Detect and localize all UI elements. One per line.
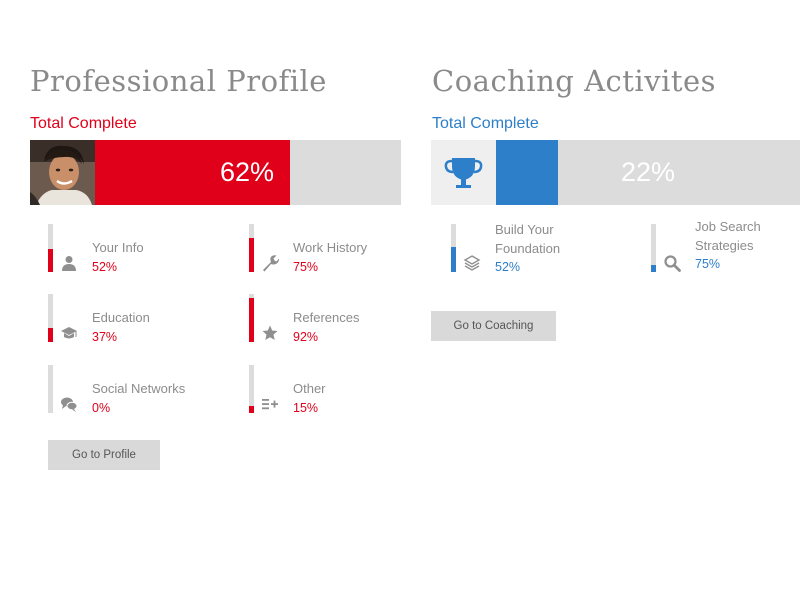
social-networks-label: Social Networks bbox=[92, 381, 186, 396]
education-progress bbox=[48, 294, 53, 342]
profile-progress-bar: 62% bbox=[30, 140, 401, 205]
profile-item-other[interactable]: Other 15% bbox=[249, 365, 439, 415]
other-label: Other bbox=[293, 381, 326, 396]
go-to-profile-button[interactable]: Go to Profile bbox=[48, 440, 160, 470]
coaching-progress-bar: 22% bbox=[431, 140, 800, 205]
profile-item-work-history[interactable]: Work History 75% bbox=[249, 224, 439, 274]
list-add-icon bbox=[262, 399, 278, 410]
references-value: 92% bbox=[293, 330, 319, 344]
profile-item-references[interactable]: References 92% bbox=[249, 294, 439, 344]
build-your-foundation-value: 52% bbox=[495, 260, 521, 274]
references-progress bbox=[249, 294, 254, 342]
education-value: 37% bbox=[92, 330, 118, 344]
build-your-foundation-label: Build Your Foundation bbox=[495, 222, 561, 256]
profile-progress-fill bbox=[95, 140, 290, 205]
coaching-progress-fill bbox=[496, 140, 558, 205]
coaching-total-complete-label: Total Complete bbox=[432, 115, 539, 132]
references-label: References bbox=[293, 310, 360, 325]
job-search-strategies-label: Job Search Strategies bbox=[695, 219, 761, 253]
star-icon bbox=[262, 325, 278, 340]
your-info-value: 52% bbox=[92, 260, 118, 274]
coaching-percent: 22% bbox=[621, 157, 676, 187]
graduation-cap-icon bbox=[61, 327, 77, 339]
your-info-progress bbox=[48, 224, 53, 272]
job-search-strategies-progress bbox=[651, 224, 656, 272]
trophy-icon bbox=[444, 158, 483, 188]
other-progress bbox=[249, 365, 254, 413]
social-networks-progress bbox=[48, 365, 53, 413]
coaching-item-build-your-foundation[interactable]: Build Your Foundation 52% bbox=[451, 222, 641, 274]
your-info-label: Your Info bbox=[92, 240, 144, 255]
other-value: 15% bbox=[293, 401, 319, 415]
profile-item-your-info[interactable]: Your Info 52% bbox=[48, 224, 238, 274]
wrench-icon bbox=[263, 255, 279, 272]
search-icon bbox=[664, 255, 681, 272]
build-your-foundation-progress bbox=[451, 224, 456, 272]
education-label: Education bbox=[92, 310, 150, 325]
profile-total-complete-label: Total Complete bbox=[30, 115, 137, 132]
profile-item-education[interactable]: Education 37% bbox=[48, 294, 238, 344]
job-search-strategies-value: 75% bbox=[695, 257, 721, 271]
layers-icon bbox=[463, 255, 481, 271]
work-history-value: 75% bbox=[293, 260, 319, 274]
social-networks-value: 0% bbox=[92, 401, 111, 415]
profile-title: Professional Profile bbox=[30, 64, 327, 98]
trophy-badge bbox=[431, 140, 496, 205]
coaching-title: Coaching Activites bbox=[432, 64, 717, 98]
work-history-progress bbox=[249, 224, 254, 272]
person-icon bbox=[62, 256, 76, 271]
profile-item-social-networks[interactable]: Social Networks 0% bbox=[48, 365, 238, 415]
work-history-label: Work History bbox=[293, 240, 368, 255]
chat-bubbles-icon bbox=[61, 397, 78, 412]
avatar bbox=[30, 140, 95, 205]
coaching-item-job-search-strategies[interactable]: Job Search Strategies 75% bbox=[651, 219, 800, 272]
go-to-coaching-button[interactable]: Go to Coaching bbox=[431, 311, 556, 341]
profile-percent: 62% bbox=[220, 157, 275, 187]
